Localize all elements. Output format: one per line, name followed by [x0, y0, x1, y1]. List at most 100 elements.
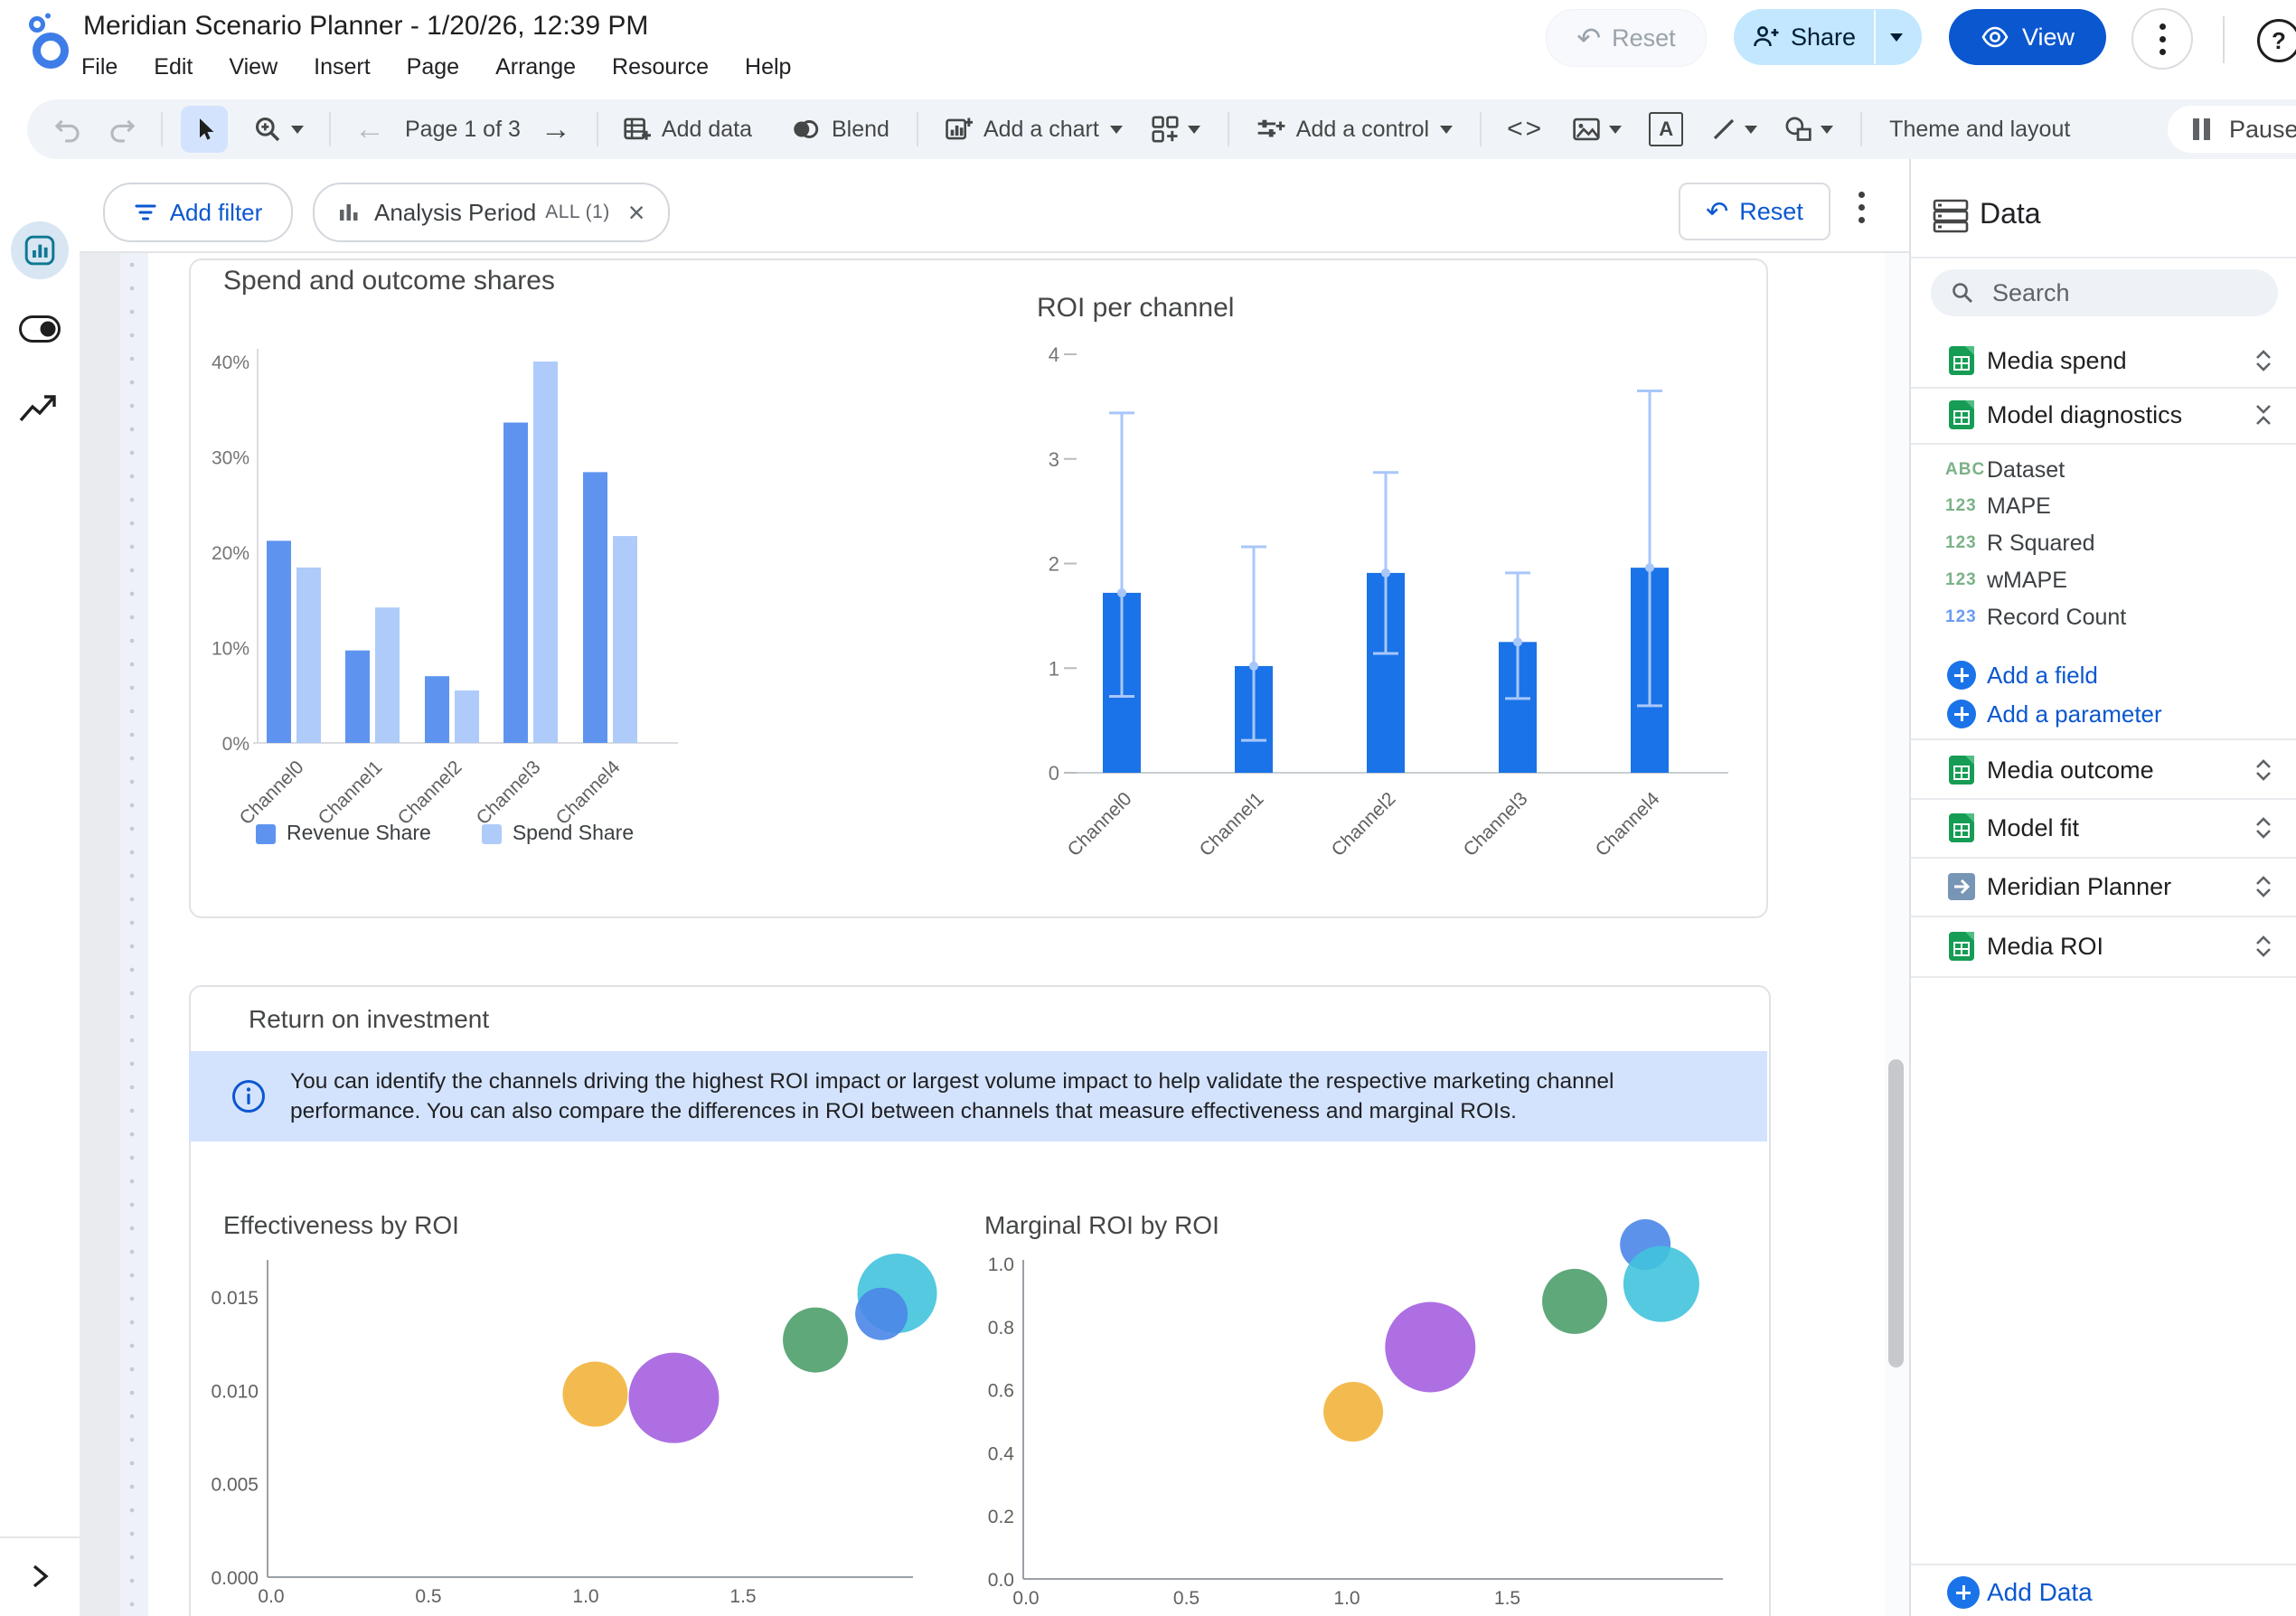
view-button[interactable]: View [1949, 9, 2106, 65]
filter-bar-more-options[interactable] [1858, 192, 1865, 223]
next-page-button[interactable]: → [540, 112, 571, 146]
header-more-options-button[interactable] [2131, 8, 2193, 70]
canvas-scrollbar-thumb[interactable] [1888, 1059, 1904, 1367]
effectiveness-by-roi-chart[interactable]: 0.000 0.005 0.010 0.015 0.0 0.5 1.0 1.5 [206, 1207, 938, 1616]
svg-text:10%: 10% [212, 639, 249, 660]
left-rail [0, 159, 80, 1616]
shape-button[interactable] [1783, 115, 1834, 144]
canvas-reset-button[interactable]: ↶ Reset [1679, 183, 1830, 240]
data-extract-icon [1948, 873, 1975, 900]
add-control-button[interactable]: Add a control [1255, 115, 1454, 144]
svg-text:Channel4: Channel4 [552, 756, 625, 829]
line-button[interactable] [1710, 116, 1758, 143]
legend-item-revenue-share[interactable]: Revenue Share [256, 821, 431, 845]
menu-insert[interactable]: Insert [314, 53, 371, 80]
legend-item-spend-share[interactable]: Spend Share [481, 821, 634, 845]
field-wmape[interactable]: 123 wMAPE [1945, 567, 2067, 593]
field-r-squared[interactable]: 123 R Squared [1945, 530, 2095, 556]
rail-toggle-control-icon[interactable] [18, 315, 61, 343]
unfold-icon[interactable] [2253, 872, 2274, 901]
unfold-icon[interactable] [2253, 346, 2274, 375]
data-source-model-fit[interactable]: Model fit [1931, 804, 2278, 851]
add-control-icon [1257, 119, 1285, 137]
data-source-media-spend[interactable]: Media spend [1931, 337, 2278, 384]
roi-per-channel-chart[interactable]: 0 1 2 3 4 Channel0 Channel1 Channel2 Channel3 Cha… [1040, 343, 1745, 877]
data-source-media-roi[interactable]: Media ROI [1931, 923, 2278, 970]
menu-edit[interactable]: Edit [154, 53, 193, 80]
embed-button[interactable]: <> [1507, 114, 1545, 144]
rail-trend-icon[interactable] [16, 390, 61, 427]
marginal-roi-by-roi-chart[interactable]: 0.0 0.2 0.4 0.6 0.8 1.0 0.0 0.5 1.0 1.5 [974, 1207, 1734, 1616]
add-data-button[interactable]: Add data [622, 115, 752, 144]
google-sheets-icon [1949, 400, 1974, 429]
svg-text:Channel3: Channel3 [473, 756, 545, 829]
svg-text:Channel2: Channel2 [394, 756, 466, 829]
menu-arrange[interactable]: Arrange [495, 53, 577, 80]
undo-icon[interactable] [52, 114, 83, 145]
unfold-icon[interactable] [2253, 932, 2274, 961]
line-icon [1714, 118, 1735, 140]
search-input[interactable] [1990, 277, 2247, 308]
header-reset-button[interactable]: ↶ Reset [1546, 9, 1707, 67]
svg-text:0.005: 0.005 [211, 1475, 259, 1496]
field-record-count[interactable]: 123 Record Count [1945, 604, 2127, 630]
zoom-dropdown-caret[interactable] [291, 125, 304, 134]
zoom-tool-icon[interactable] [253, 115, 282, 144]
search-box[interactable] [1931, 269, 2278, 316]
previous-page-button[interactable]: ← [354, 112, 385, 146]
svg-text:0.6: 0.6 [988, 1381, 1014, 1402]
add-data-button-bottom[interactable]: Add Data [1931, 1569, 2278, 1616]
svg-text:4: 4 [1049, 343, 1059, 366]
svg-text:2: 2 [1049, 553, 1059, 576]
rail-report-tab-active[interactable] [11, 221, 69, 279]
pause-updates-button[interactable]: Pause u [2168, 106, 2296, 153]
page-indicator[interactable]: Page 1 of 3 [405, 116, 521, 142]
unfold-icon[interactable] [2253, 756, 2274, 785]
field-dataset[interactable]: ABC Dataset [1945, 456, 2065, 483]
svg-text:20%: 20% [212, 543, 249, 564]
add-icon [1947, 661, 1976, 690]
menu-page[interactable]: Page [406, 53, 460, 80]
add-filter-chip[interactable]: Add filter [103, 183, 293, 242]
redo-icon[interactable] [107, 114, 137, 145]
menu-resource[interactable]: Resource [612, 53, 710, 80]
menu-view[interactable]: View [229, 53, 278, 80]
data-source-model-diagnostics[interactable]: Model diagnostics [1931, 391, 2278, 438]
analysis-period-filter-chip[interactable]: Analysis Period ALL (1) × [313, 183, 671, 242]
add-chart-icon [946, 117, 973, 140]
share-dropdown-caret[interactable] [1890, 33, 1904, 42]
svg-text:0.0: 0.0 [258, 1586, 284, 1607]
svg-text:1.5: 1.5 [1494, 1588, 1520, 1609]
unfold-icon[interactable] [2253, 813, 2274, 842]
field-mape[interactable]: 123 MAPE [1945, 493, 2051, 519]
share-split-divider [1874, 10, 1877, 64]
charts-card[interactable] [189, 258, 1768, 918]
remove-filter-icon[interactable]: × [627, 196, 645, 229]
svg-text:Channel4: Channel4 [1592, 788, 1664, 860]
community-visualizations-button[interactable] [1150, 114, 1200, 145]
share-button[interactable]: Share [1734, 9, 1922, 65]
report-title[interactable]: Meridian Scenario Planner - 1/20/26, 12:… [83, 11, 649, 41]
menu-file[interactable]: File [81, 53, 118, 80]
add-a-field-button[interactable]: Add a field [1931, 652, 2278, 699]
add-chart-button[interactable]: Add a chart [944, 115, 1123, 144]
svg-text:Channel2: Channel2 [1328, 788, 1400, 860]
fold-icon[interactable] [2253, 400, 2274, 429]
expand-panel-chevron-icon[interactable] [27, 1562, 52, 1591]
select-tool-button[interactable] [181, 106, 228, 153]
menu-help[interactable]: Help [745, 53, 792, 80]
looker-studio-logo-icon[interactable] [24, 13, 76, 70]
data-source-meridian-planner[interactable]: Meridian Planner [1931, 863, 2278, 910]
text-button[interactable]: A [1649, 112, 1684, 146]
help-button[interactable]: ? [2257, 19, 2296, 62]
theme-layout-button[interactable]: Theme and layout [1889, 116, 2071, 142]
svg-text:0%: 0% [222, 734, 249, 755]
spend-outcome-shares-chart[interactable]: 0%10%20%30%40%Channel0 Channel1 Channel2 Ch… [208, 336, 913, 869]
community-viz-caret [1187, 125, 1200, 134]
image-button[interactable] [1571, 115, 1623, 144]
blend-button[interactable]: Blend [790, 116, 889, 143]
add-icon [1947, 1576, 1980, 1609]
eye-icon [1981, 26, 2009, 48]
add-a-parameter-button[interactable]: Add a parameter [1931, 691, 2278, 738]
data-source-media-outcome[interactable]: Media outcome [1931, 747, 2278, 794]
